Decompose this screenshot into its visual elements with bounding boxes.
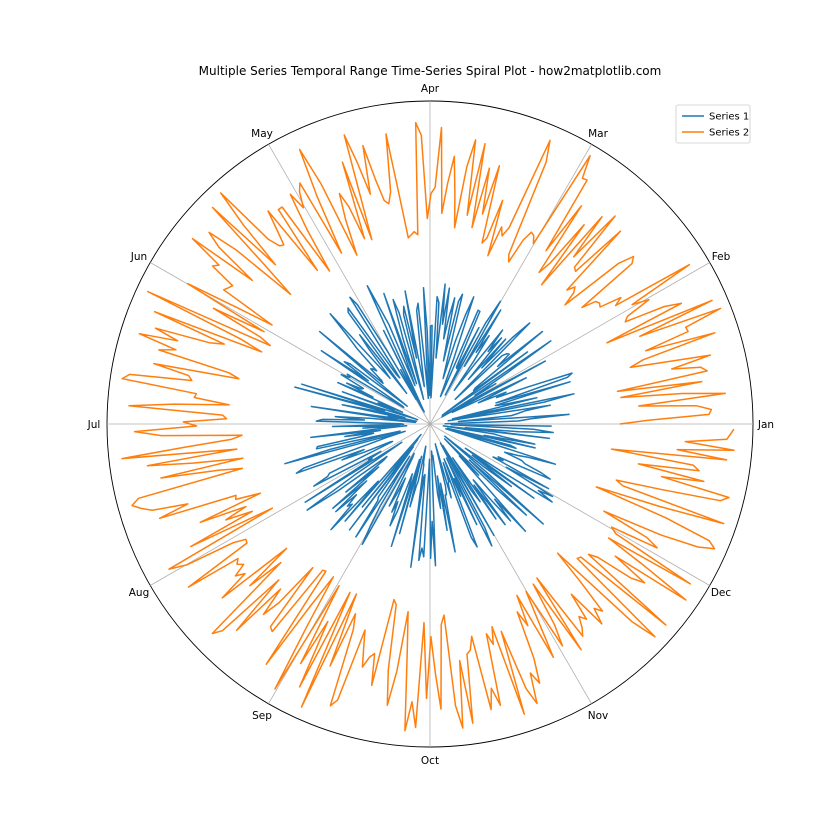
series-line-2 — [121, 121, 735, 732]
month-label-nov: Nov — [588, 710, 609, 722]
month-labels: Jan Feb Mar Apr May Jun Jul Aug Sep Oct Nov Dec — [87, 83, 774, 767]
legend-frame — [675, 104, 751, 144]
legend-series-1-label: Series 1 — [709, 112, 749, 123]
month-label-oct: Oct — [421, 755, 439, 767]
month-label-sep: Sep — [252, 710, 272, 722]
legend: Series 1 Series 2 — [675, 104, 751, 144]
month-label-dec: Dec — [711, 587, 732, 599]
chart-title: Multiple Series Temporal Range Time-Seri… — [199, 64, 662, 78]
month-label-jan: Jan — [757, 419, 774, 431]
month-label-jun: Jun — [130, 251, 147, 263]
month-label-jul: Jul — [87, 419, 101, 431]
month-label-aug: Aug — [129, 587, 150, 599]
series-line-1 — [284, 283, 575, 568]
month-label-apr: Apr — [421, 83, 440, 95]
month-label-mar: Mar — [588, 128, 608, 140]
series-layer — [121, 121, 735, 732]
grid-line-mar — [429, 144, 592, 425]
month-label-feb: Feb — [712, 251, 731, 263]
month-label-may: May — [251, 128, 273, 140]
grid-line-aug — [150, 423, 431, 586]
legend-series-2-label: Series 2 — [709, 128, 749, 139]
grid-line-dec — [429, 423, 710, 586]
